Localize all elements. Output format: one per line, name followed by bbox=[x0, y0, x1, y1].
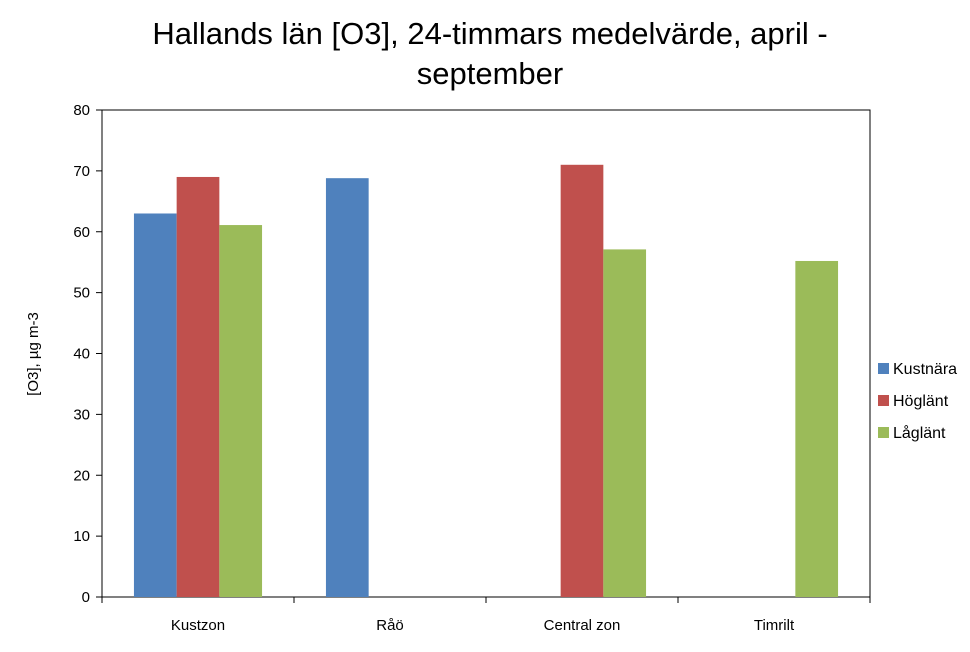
bar-l-gl-nt bbox=[603, 249, 647, 597]
y-tick-label: 80 bbox=[73, 102, 90, 119]
x-category-label: Kustzon bbox=[171, 617, 225, 634]
legend-swatch bbox=[878, 363, 889, 374]
y-tick-label: 70 bbox=[73, 163, 90, 180]
y-tick-label: 0 bbox=[82, 589, 90, 606]
plot-area: 0 10 20 30 40 50 60 70 80 Kustzon Råö Central zon Ti… bbox=[73, 102, 871, 634]
legend-entry-label: Kustnära bbox=[893, 361, 957, 378]
bar-h-gl-nt bbox=[176, 176, 220, 597]
bar-kustn-ra bbox=[133, 213, 177, 598]
x-category-label: Timrilt bbox=[754, 617, 795, 634]
y-axis-label: [O3], µg m-3 bbox=[25, 312, 42, 396]
y-tick-label: 40 bbox=[73, 346, 90, 363]
bar-h-gl-nt bbox=[560, 164, 604, 597]
chart-title-line-1: Hallands län [O3], 24-timmars medelvärde… bbox=[152, 16, 827, 51]
bar-l-gl-nt bbox=[219, 225, 263, 597]
y-tick-label: 20 bbox=[73, 467, 90, 484]
legend-swatch bbox=[878, 395, 889, 406]
y-tick-label: 60 bbox=[73, 224, 90, 241]
legend: Kustnära Höglänt Låglänt bbox=[878, 361, 957, 442]
bar-kustn-ra bbox=[325, 178, 369, 597]
bar-l-gl-nt bbox=[795, 260, 839, 597]
chart-title-line-2: september bbox=[417, 56, 563, 91]
x-category-label: Råö bbox=[376, 617, 404, 634]
y-tick-label: 10 bbox=[73, 528, 90, 545]
legend-entry-label: Höglänt bbox=[893, 393, 949, 410]
x-category-label: Central zon bbox=[544, 617, 621, 634]
y-tick-label: 30 bbox=[73, 406, 90, 423]
y-tick-label: 50 bbox=[73, 285, 90, 302]
legend-entry-label: Låglänt bbox=[893, 424, 946, 442]
legend-swatch bbox=[878, 427, 889, 438]
